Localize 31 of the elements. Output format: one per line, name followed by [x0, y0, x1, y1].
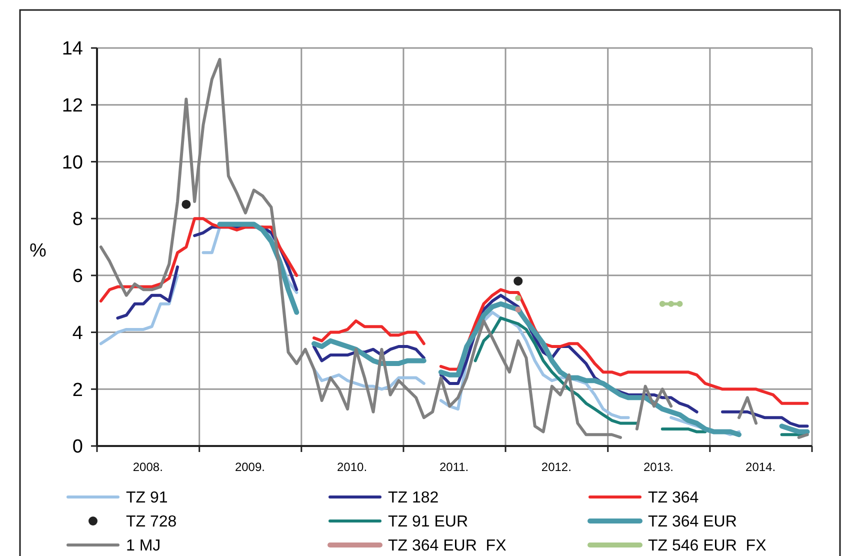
y-tick-label: 0: [72, 436, 83, 458]
legend-label: TZ 364: [648, 490, 699, 507]
legend-label: TZ 91 EUR: [388, 514, 468, 531]
y-axis-title: %: [30, 240, 47, 262]
y-tick-label: 6: [72, 266, 83, 288]
point: [668, 300, 674, 307]
legend-label: TZ 364 EUR: [648, 514, 737, 531]
legend-label: TZ 546 EUR FX: [648, 538, 767, 555]
point: [182, 200, 191, 209]
legend-label: TZ 91: [126, 490, 168, 507]
legend-label: TZ 182: [388, 490, 439, 507]
legend-label: TZ 728: [126, 514, 177, 531]
y-tick-label: 14: [62, 38, 84, 60]
y-tick-label: 10: [62, 152, 83, 174]
y-tick-label: 12: [62, 96, 83, 117]
point: [676, 300, 683, 307]
y-tick-label: 2: [72, 380, 83, 401]
point: [515, 295, 522, 302]
x-tick-label: 2012.: [541, 460, 572, 474]
point: [514, 276, 523, 286]
point: [659, 300, 666, 307]
legend-label: TZ 364 EUR FX: [388, 538, 507, 555]
x-tick-label: 2010.: [337, 460, 368, 474]
y-tick-label: 4: [72, 322, 84, 344]
x-tick-label: 2008.: [132, 460, 163, 474]
x-tick-label: 2014.: [746, 460, 776, 474]
x-tick-label: 2009.: [234, 460, 265, 474]
x-tick-label: 2013.: [643, 460, 674, 474]
x-tick-label: 2011.: [440, 460, 469, 474]
legend-label: 1 MJ: [126, 538, 161, 555]
y-tick-label: 8: [72, 209, 83, 230]
